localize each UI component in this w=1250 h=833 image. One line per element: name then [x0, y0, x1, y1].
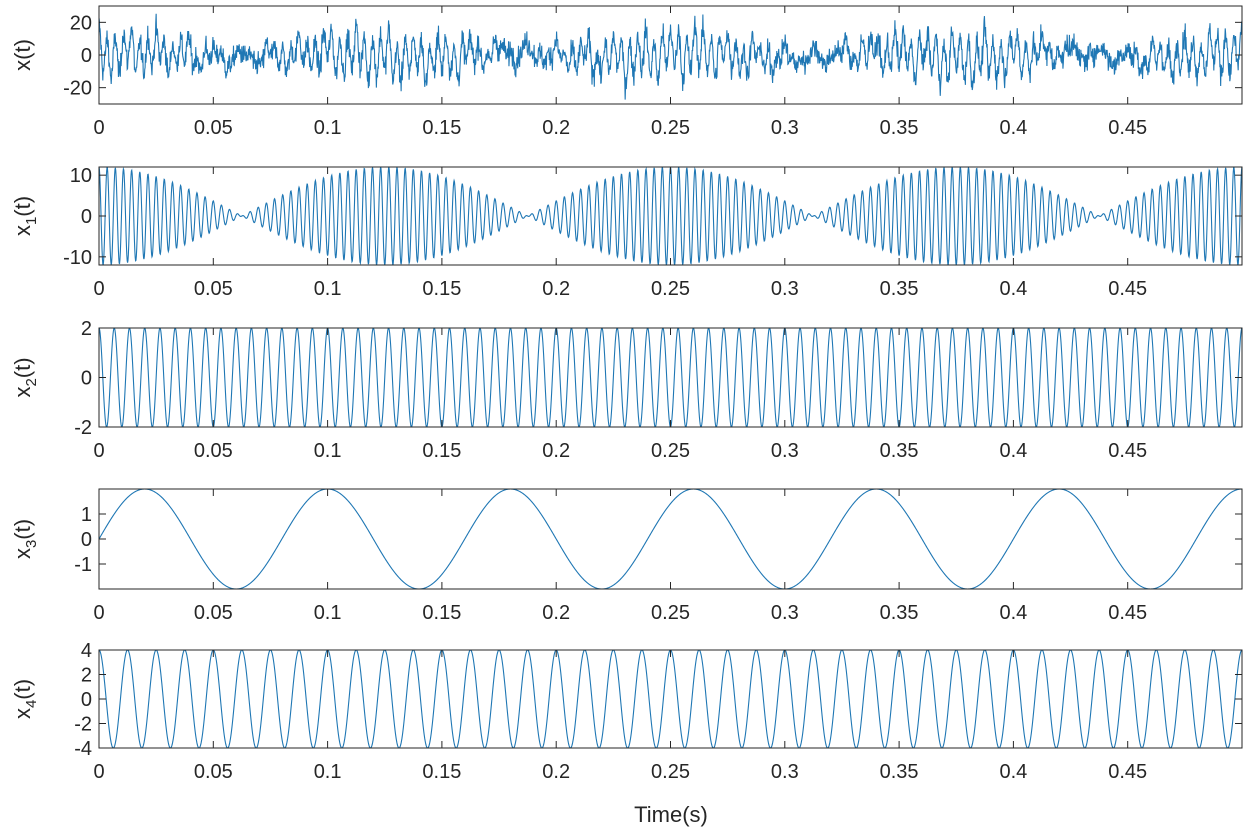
x-tick-label: 0.35: [880, 440, 919, 462]
x-tick-label: 0.35: [880, 117, 919, 139]
y-tick-label: -2: [74, 417, 92, 439]
x-tick-label: 0.2: [542, 278, 570, 300]
series-line-x1: [99, 167, 1242, 265]
series-line-x3: [99, 489, 1242, 589]
x-tick-label: 0.4: [999, 117, 1027, 139]
x-tick-label: 0.25: [651, 117, 690, 139]
x-tick-label: 0.25: [651, 278, 690, 300]
x-tick-label: 0.25: [651, 440, 690, 462]
x-tick-label: 0: [93, 278, 104, 300]
y-tick-label: 2: [81, 665, 92, 687]
y-tick-label: 2: [81, 318, 92, 340]
y-tick-label: -2: [74, 714, 92, 736]
subplot-panels: 0 0.05 0.1 0.15 0.2 0.25 0.3 0.35 0.4 0.45-20020x…: [10, 5, 1243, 783]
x-tick-label: 0.1: [314, 602, 342, 624]
y-axis-label-x4: x4(t): [10, 679, 40, 719]
y-tick-label: 20: [70, 12, 92, 34]
x-tick-label: 0.2: [542, 761, 570, 783]
y-tick-label: 0: [81, 689, 92, 711]
series-line-x2: [99, 328, 1242, 427]
x-tick-label: 0.1: [314, 278, 342, 300]
y-tick-label: 4: [81, 640, 92, 662]
subplot-x: 0 0.05 0.1 0.15 0.2 0.25 0.3 0.35 0.4 0.45-20020x…: [10, 5, 1243, 139]
y-tick-label: -20: [63, 78, 92, 100]
x-tick-label: 0.2: [542, 440, 570, 462]
x-tick-label: 0.15: [422, 278, 461, 300]
y-tick-label: -1: [74, 554, 92, 576]
y-tick-label: 0: [81, 529, 92, 551]
subplot-x3: 0 0.05 0.1 0.15 0.2 0.25 0.3 0.35 0.4 0.45 -1 0 1 x3(…: [10, 488, 1243, 624]
x-tick-label: 0.45: [1108, 117, 1147, 139]
y-tick-label: 1: [81, 504, 92, 526]
series-line-x: [99, 13, 1242, 100]
x-tick-label: 0.35: [880, 602, 919, 624]
x-tick-label: 0.05: [194, 602, 233, 624]
y-tick-label: 0: [81, 45, 92, 67]
subplot-x2: 0 0.05 0.1 0.15 0.2 0.25 0.3 0.35 0.4 0.45-202x2(…: [10, 318, 1243, 462]
axes-box-x4: [98, 649, 1243, 749]
x-tick-label: 0.45: [1108, 602, 1147, 624]
x-tick-label: 0.3: [771, 278, 799, 300]
x-tick-label: 0.3: [771, 602, 799, 624]
x-tick-label: 0.15: [422, 117, 461, 139]
x-tick-label: 0.3: [771, 440, 799, 462]
x-tick-label: 0.15: [422, 440, 461, 462]
x-tick-label: 0.15: [422, 602, 461, 624]
y-axis-label-x2: x2(t): [10, 357, 40, 397]
x-tick-label: 0.4: [999, 602, 1027, 624]
y-axis-label-x3: x3(t): [10, 519, 40, 559]
x-tick-label: 0.1: [314, 440, 342, 462]
x-tick-label: 0: [93, 440, 104, 462]
x-tick-label: 0: [93, 602, 104, 624]
x-axis-label: Time(s): [634, 802, 708, 827]
axes-box-x1: [98, 166, 1243, 266]
x-tick-label: 0.25: [651, 761, 690, 783]
subplot-x4: 0 0.05 0.1 0.15 0.2 0.25 0.3 0.35 0.4 0.45-4-2024…: [10, 640, 1243, 783]
x-tick-label: 0.4: [999, 278, 1027, 300]
series-line-x4: [99, 650, 1242, 748]
x-tick-label: 0.2: [542, 602, 570, 624]
y-tick-label: 0: [81, 206, 92, 228]
x-tick-label: 0: [93, 117, 104, 139]
y-tick-label: -10: [63, 247, 92, 269]
x-tick-label: 0.45: [1108, 761, 1147, 783]
x-tick-label: 0.4: [999, 761, 1027, 783]
x-tick-label: 0.1: [314, 761, 342, 783]
x-tick-label: 0.45: [1108, 440, 1147, 462]
x-tick-label: 0.3: [771, 117, 799, 139]
y-tick-label: -4: [74, 738, 92, 760]
x-tick-label: 0.45: [1108, 278, 1147, 300]
subplot-x1: 0 0.05 0.1 0.15 0.2 0.25 0.3 0.35 0.4 0.45-10010x…: [10, 165, 1243, 300]
x-tick-label: 0.1: [314, 117, 342, 139]
y-axis-label-x1: x1(t): [10, 196, 40, 236]
x-tick-label: 0.05: [194, 761, 233, 783]
x-tick-label: 0.3: [771, 761, 799, 783]
x-tick-label: 0.05: [194, 440, 233, 462]
y-tick-label: 0: [81, 368, 92, 390]
x-tick-label: 0: [93, 761, 104, 783]
x-tick-label: 0.15: [422, 761, 461, 783]
y-tick-label: 10: [70, 165, 92, 187]
x-tick-label: 0.35: [880, 278, 919, 300]
x-tick-label: 0.05: [194, 117, 233, 139]
x-tick-label: 0.25: [651, 602, 690, 624]
y-axis-label-x: x(t): [10, 39, 35, 71]
x-tick-label: 0.35: [880, 761, 919, 783]
x-tick-label: 0.05: [194, 278, 233, 300]
x-tick-label: 0.2: [542, 117, 570, 139]
x-tick-label: 0.4: [999, 440, 1027, 462]
